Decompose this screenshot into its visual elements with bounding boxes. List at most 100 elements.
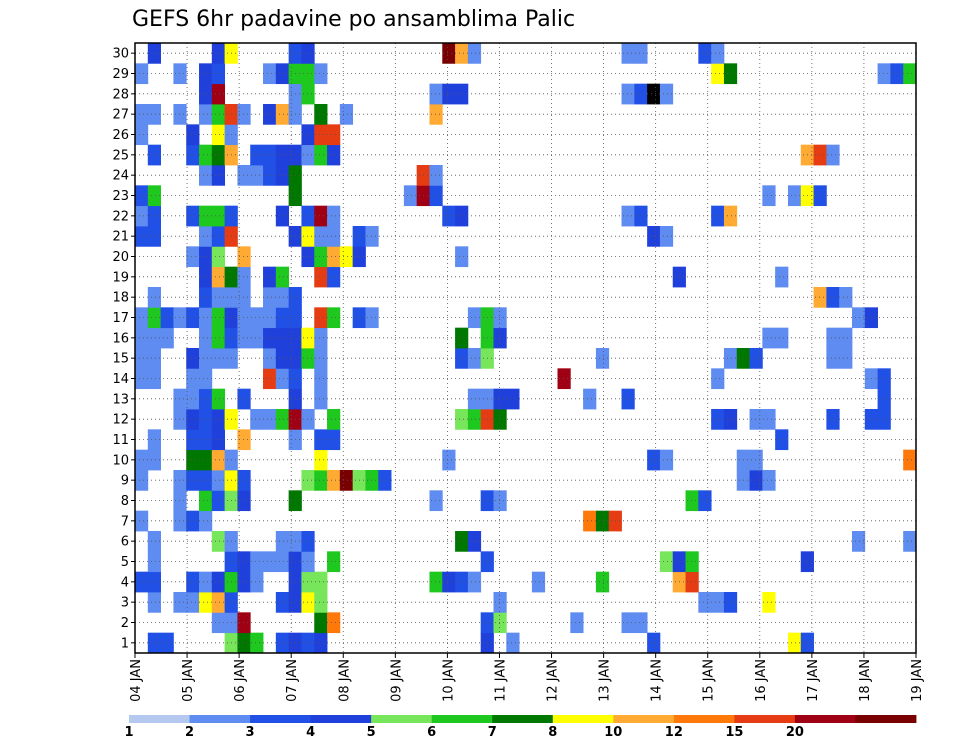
heatmap-cell (749, 409, 763, 430)
heatmap-cell (455, 43, 469, 64)
heatmap-cell (787, 632, 802, 654)
heatmap-cell (429, 104, 443, 125)
heatmap-cell (186, 429, 200, 451)
heatmap-cell (135, 368, 149, 390)
heatmap-cell (147, 185, 161, 207)
heatmap-cell (147, 287, 161, 308)
heatmap-cell (237, 246, 251, 268)
heatmap-cell (455, 409, 469, 430)
x-tick-label: 05 JAN (181, 659, 196, 702)
heatmap-cell (711, 43, 725, 64)
heatmap-cell (199, 368, 213, 390)
heatmap-cell (327, 266, 341, 288)
heatmap-cell (275, 327, 290, 349)
x-tick-label: 13 JAN (598, 659, 613, 702)
heatmap-cell (237, 165, 251, 186)
heatmap-cell (467, 307, 482, 329)
x-tick-label: 09 JAN (389, 659, 404, 702)
heatmap-cell (314, 124, 328, 146)
heatmap-cell (659, 551, 674, 573)
legend-label: 15 (725, 725, 743, 740)
heatmap-cell (173, 104, 187, 125)
heatmap-cell (237, 470, 251, 491)
y-tick-label: 30 (112, 47, 129, 62)
heatmap-cell (211, 266, 226, 288)
heatmap-cell (595, 348, 610, 369)
heatmap-cell (314, 368, 328, 390)
heatmap-cell (493, 409, 507, 430)
heatmap-cell (314, 388, 328, 410)
heatmap-cell (301, 246, 315, 268)
y-tick-label: 6 (121, 535, 129, 550)
y-tick-label: 22 (112, 209, 129, 224)
heatmap-cell (211, 348, 226, 369)
heatmap-cell (199, 571, 213, 593)
legend-swatch (794, 715, 856, 723)
x-tick-label: 16 JAN (754, 659, 769, 702)
y-tick-label: 21 (112, 230, 129, 245)
heatmap-cell (237, 490, 251, 512)
heatmap-cell (711, 592, 725, 613)
y-tick-label: 8 (121, 494, 129, 509)
legend-label: 12 (665, 725, 683, 740)
y-tick-label: 16 (112, 331, 129, 346)
heatmap-cell (839, 348, 853, 369)
heatmap-cell (186, 409, 200, 430)
heatmap-cell (634, 43, 648, 64)
heatmap-cell (749, 449, 763, 471)
heatmap-cell (135, 348, 149, 369)
heatmap-cell (903, 63, 917, 85)
heatmap-cells (135, 43, 917, 654)
heatmap-cell (186, 470, 200, 491)
heatmap-cell (314, 266, 328, 288)
y-tick-label: 17 (112, 311, 129, 326)
heatmap-cell (314, 327, 328, 349)
heatmap-cell (903, 449, 917, 471)
heatmap-cell (237, 266, 251, 288)
heatmap-cell (275, 205, 290, 227)
heatmap-cell (813, 287, 827, 308)
heatmap-cell (826, 327, 840, 349)
heatmap-cell (301, 470, 315, 491)
heatmap-cell (186, 307, 200, 329)
heatmap-cell (467, 388, 482, 410)
heatmap-cell (237, 551, 251, 573)
y-tick-label: 15 (112, 352, 129, 367)
heatmap-cell (211, 388, 226, 410)
heatmap-cell (173, 510, 187, 532)
heatmap-cell (429, 165, 443, 186)
heatmap-cell (211, 531, 226, 552)
heatmap-cell (455, 571, 469, 593)
heatmap-cell (237, 388, 251, 410)
heatmap-cell (211, 63, 226, 85)
heatmap-cell (211, 429, 226, 451)
heatmap-cell (147, 205, 161, 227)
heatmap-cell (659, 83, 674, 105)
x-tick-label: 06 JAN (233, 659, 248, 702)
heatmap-cell (263, 63, 277, 85)
legend-label: 20 (786, 725, 804, 740)
heatmap-cell (314, 571, 328, 593)
heatmap-cell (455, 327, 469, 349)
heatmap-cell (211, 104, 226, 125)
heatmap-cell (186, 368, 200, 390)
heatmap-cell (237, 307, 251, 329)
legend-swatch (673, 715, 735, 723)
heatmap-cell (263, 266, 277, 288)
y-tick-label: 19 (112, 270, 129, 285)
heatmap-cell (314, 470, 328, 491)
heatmap-cell (199, 307, 213, 329)
heatmap-cell (314, 144, 328, 166)
y-tick-label: 10 (112, 453, 129, 468)
heatmap-cell (301, 632, 315, 654)
plot-frame (134, 42, 917, 654)
heatmap-cell (237, 104, 251, 125)
heatmap-cell (237, 327, 251, 349)
heatmap-cell (826, 287, 840, 308)
y-tick-label: 12 (112, 413, 129, 428)
heatmap-cell (301, 327, 315, 349)
y-tick-label: 28 (112, 87, 129, 102)
heatmap-cell (634, 83, 648, 105)
